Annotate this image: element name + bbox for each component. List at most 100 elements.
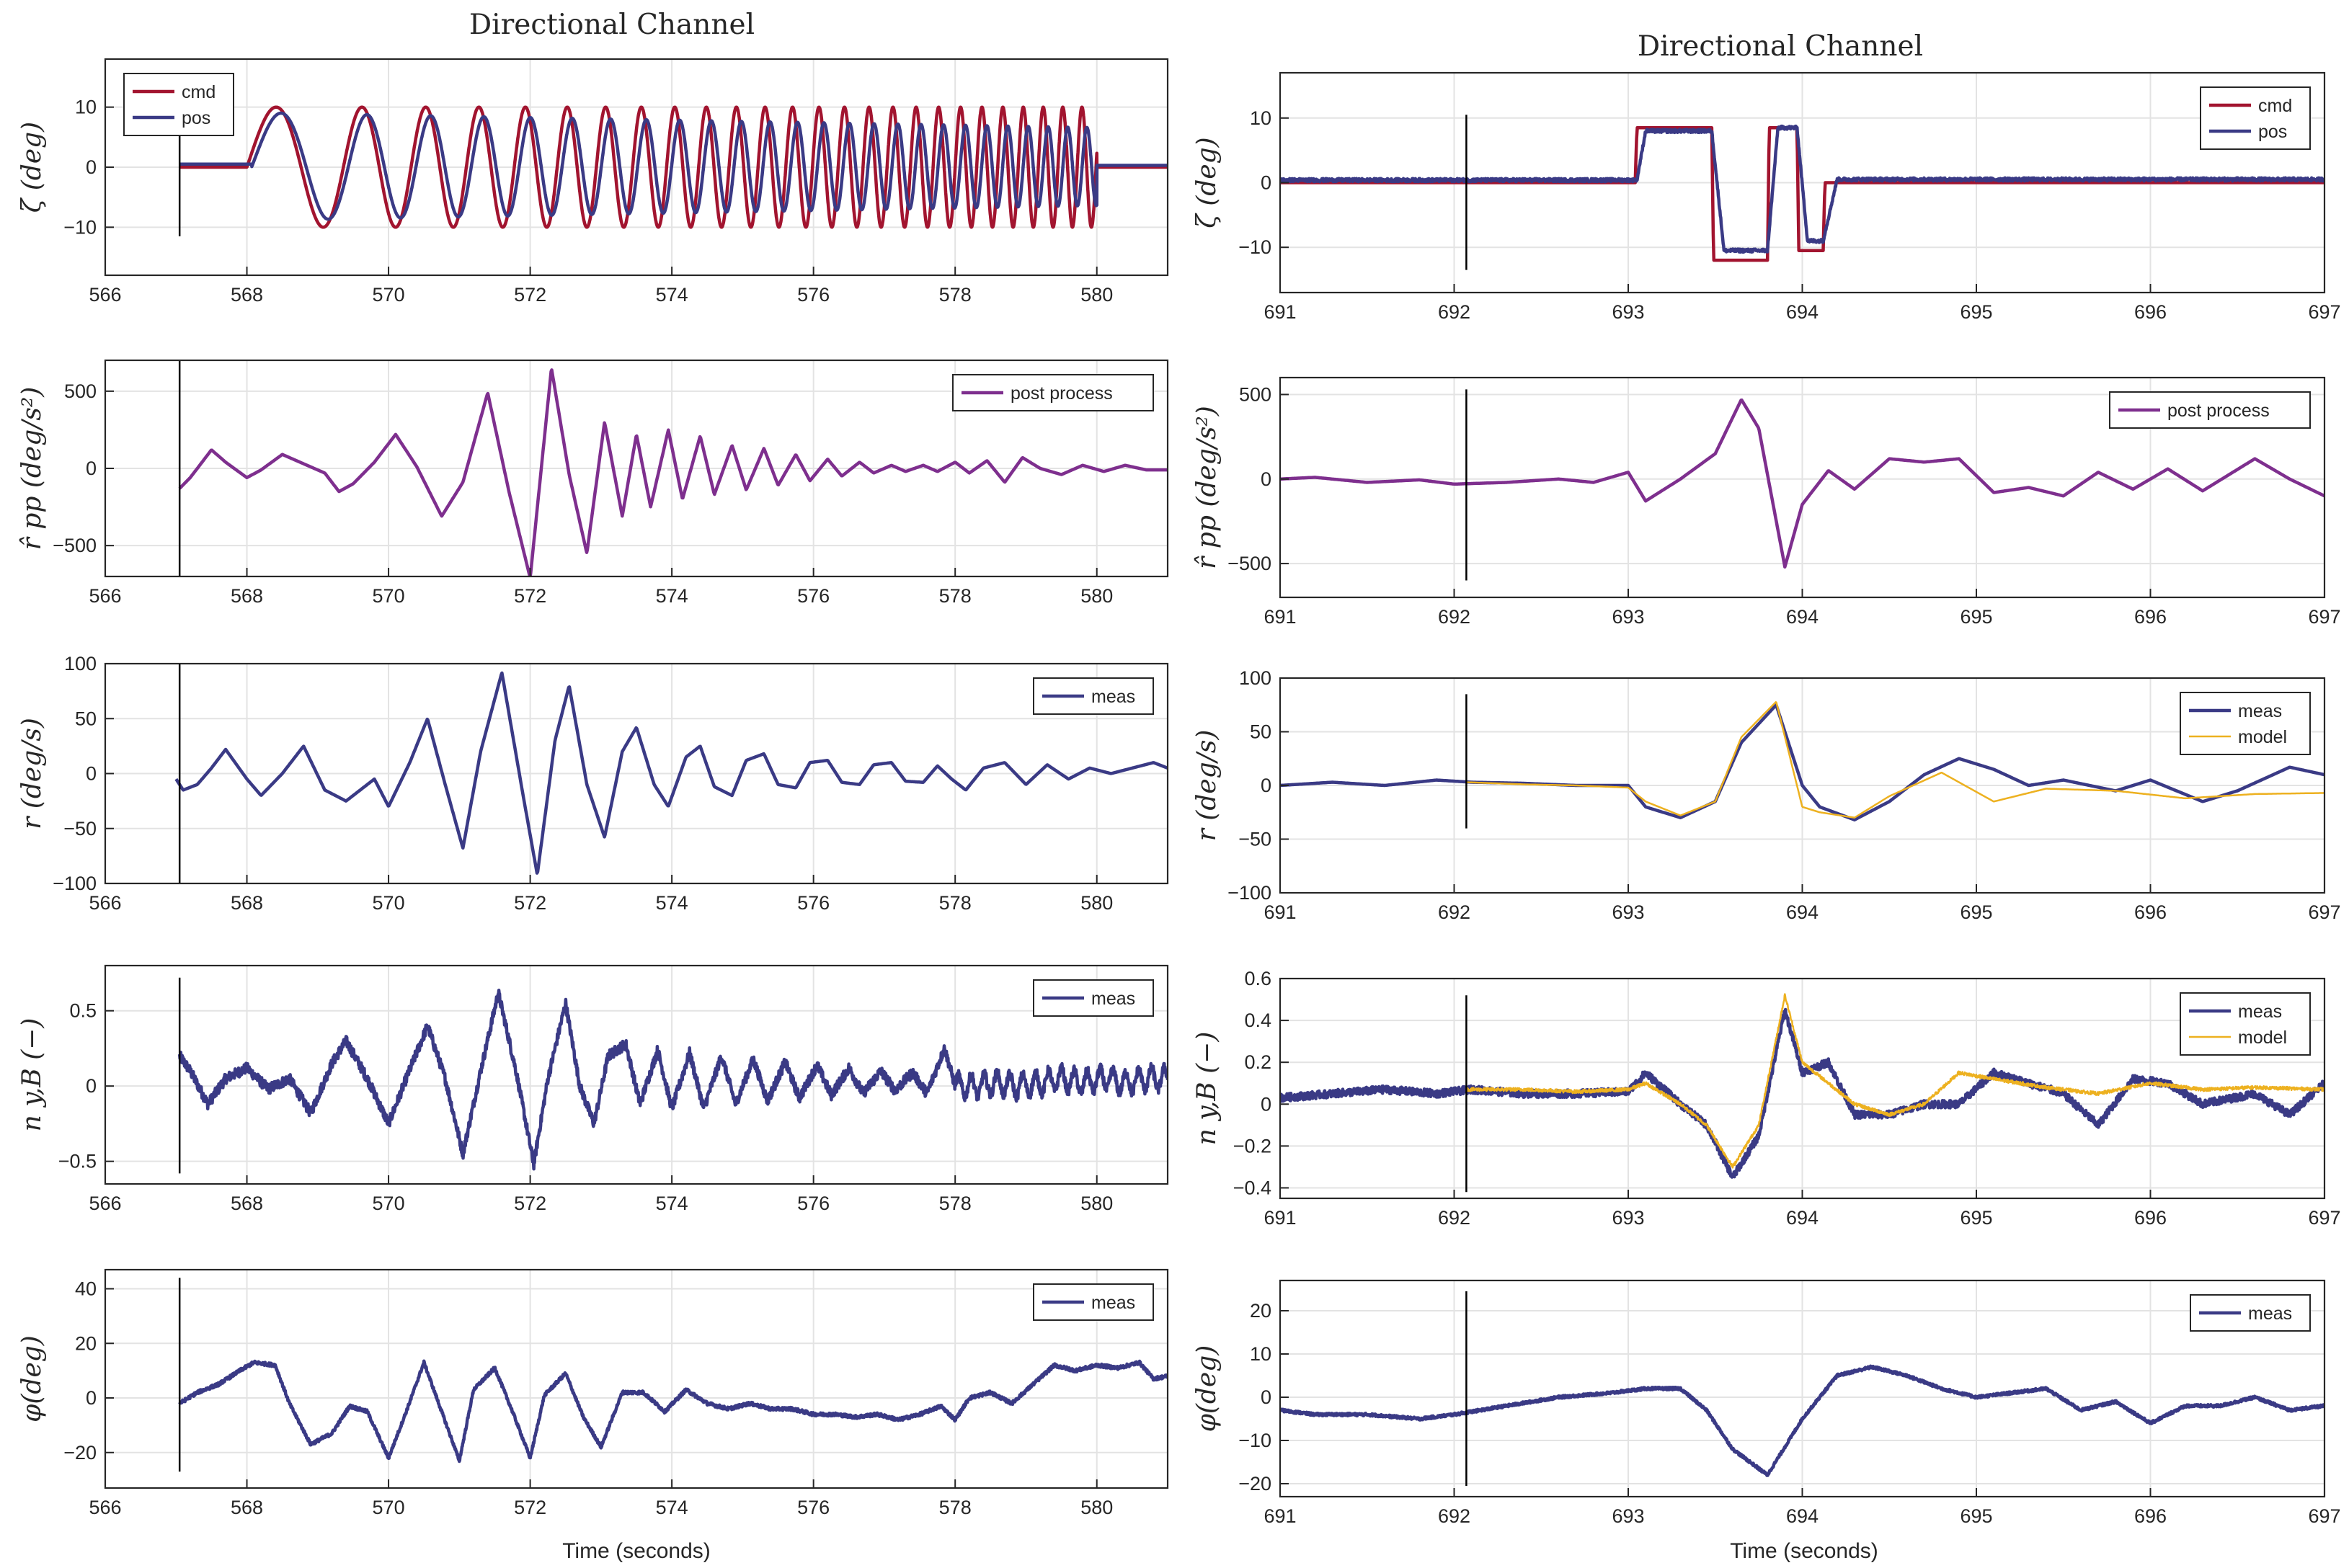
legend-label: meas [2238,1002,2282,1022]
x-tick-label: 570 [373,284,405,306]
x-tick-label: 570 [373,892,405,914]
left-column-title: Directional Channel [469,9,755,41]
legend: meas [1033,677,1154,715]
x-tick-label: 570 [373,1193,405,1214]
series-line-meas [177,989,1168,1171]
y-tick-label: 50 [75,708,97,729]
x-tick-label: 568 [231,1497,263,1518]
y-tick-label: 500 [64,380,97,402]
y-axis-label: r (deg/s) [1192,730,1222,842]
series-line-meas [1280,1007,2324,1179]
x-tick-label: 692 [1438,1207,1470,1229]
x-tick-label: 693 [1612,901,1644,923]
panel-ny_left: 566 568 570 572 574 576 578 580 −0.5 0 0.5 n y,B (−… [17,964,1169,1214]
y-tick-label: −0.5 [58,1151,97,1172]
right-column-title: Directional Channel [1638,30,1923,63]
legend-label: model [2238,1028,2287,1048]
y-axis-label: ζ (deg) [1192,137,1222,228]
legend-box [2200,86,2311,150]
x-tick-label: 566 [89,892,121,914]
series-group [178,1278,1168,1472]
x-tick-label: 692 [1438,901,1470,923]
x-tick-label: 568 [231,892,263,914]
legend: meas model [2180,692,2311,755]
series-line-meas [1280,703,2324,821]
legend: post process [952,374,1154,411]
series-group [1280,993,2324,1193]
panel-phi_right: 691 692 693 694 695 696 697 −20 −10 0 10 20 φ(deg) me… [1192,1279,2341,1527]
y-tick-label: 0 [1261,1386,1271,1408]
y-tick-label: 40 [75,1278,97,1300]
x-tick-label: 574 [656,892,688,914]
legend-label: meas [2248,1304,2292,1324]
panel-ny_right: 691 692 693 694 695 696 697 −0.4 −0.2 0 0.2 0.4 0.6 n… [1192,968,2341,1229]
x-tick-label: 568 [231,585,263,607]
y-tick-label: −50 [63,818,97,839]
y-tick-label: −100 [53,873,97,894]
series-line-meas [174,671,1168,875]
y-tick-label: 0 [86,1387,97,1409]
series-line-model [1465,993,2324,1169]
y-axis-label: ζ (deg) [17,122,47,213]
series-group [1280,694,2324,829]
legend-label: post process [1011,383,1113,404]
legend-label: meas [1091,989,1135,1009]
x-tick-label: 694 [1786,606,1819,628]
legend-box [2180,692,2311,755]
x-tick-label: 570 [373,1497,405,1518]
y-tick-label: 100 [64,653,97,674]
y-tick-label: −0.2 [1233,1135,1271,1157]
x-tick-label: 578 [939,284,972,306]
y-tick-label: 10 [1250,1343,1271,1365]
y-axis-label: φ(deg) [17,1335,47,1422]
x-tick-label: 570 [373,585,405,607]
x-tick-label: 691 [1264,901,1296,923]
x-tick-label: 572 [514,1193,546,1214]
x-tick-label: 572 [514,585,546,607]
series-line-post-process [178,368,1168,576]
y-tick-label: 0.2 [1244,1051,1271,1073]
legend-box [123,73,234,136]
y-tick-label: 0 [1261,172,1271,194]
panel-rpp_right: 691 692 693 694 695 696 697 −500 0 500 r̂ pp (deg/… [1192,376,2341,628]
x-tick-label: 696 [2134,1207,2167,1229]
y-tick-label: −100 [1227,882,1271,904]
x-tick-label: 566 [89,585,121,607]
y-tick-label: 0.5 [69,1000,97,1022]
x-tick-label: 696 [2134,901,2167,923]
y-tick-label: 0 [86,458,97,479]
y-tick-label: 0.6 [1244,968,1271,989]
legend: meas [1033,1283,1154,1321]
series-group [1280,389,2324,581]
panel-zeta_right: 691 692 693 694 695 696 697 −10 0 10 ζ (deg) cmd pos [1192,71,2341,323]
x-tick-label: 568 [231,1193,263,1214]
series-line-pos [178,111,1168,221]
x-tick-label: 696 [2134,301,2167,323]
y-tick-label: −500 [1227,553,1271,574]
panel-phi_left: 566 568 570 572 574 576 578 580 −20 0 20 40 φ(deg) me… [17,1268,1169,1518]
legend: cmd pos [2200,86,2311,150]
axes-box [104,964,1169,1185]
series-line-model [1465,701,2324,819]
x-tick-label: 572 [514,284,546,306]
x-tick-label: 580 [1080,1193,1113,1214]
x-tick-label: 568 [231,284,263,306]
y-axis-label: r (deg/s) [17,718,47,829]
x-tick-label: 580 [1080,892,1113,914]
x-tick-label: 697 [2308,606,2340,628]
y-tick-label: 0 [1261,1093,1271,1115]
x-tick-label: 695 [1960,301,1992,323]
y-axis-label: φ(deg) [1192,1345,1222,1433]
x-tick-label: 695 [1960,1505,1992,1527]
x-tick-label: 572 [514,1497,546,1518]
legend-box [2180,992,2311,1056]
x-tick-label: 566 [89,1497,121,1518]
legend: meas [1033,979,1154,1017]
legend: post process [2109,391,2311,429]
panel-zeta_left: 566 568 570 572 574 576 578 580 −10 0 10 ζ (deg) cmd… [17,58,1169,306]
x-tick-label: 580 [1080,284,1113,306]
legend: meas model [2180,992,2311,1056]
series-group [177,977,1168,1174]
y-tick-label: 0 [86,763,97,785]
series-group [1280,115,2324,270]
